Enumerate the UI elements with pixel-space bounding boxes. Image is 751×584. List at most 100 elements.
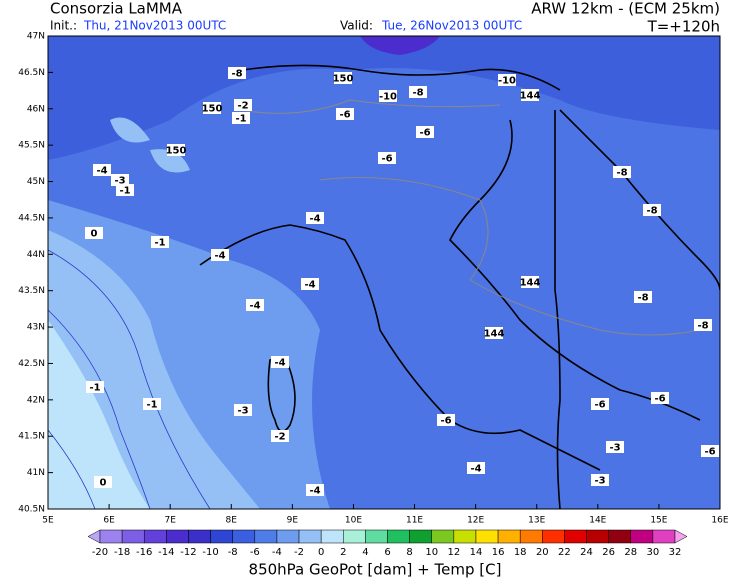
- lat-label: 43.5N: [18, 286, 45, 296]
- lat-label: 44.5N: [18, 213, 45, 223]
- lat-label: 46N: [27, 104, 45, 114]
- lat-label: 45.5N: [18, 141, 45, 151]
- contour-label: 144: [484, 329, 505, 340]
- colorbar-swatch: [387, 529, 410, 544]
- contour-label: -1: [235, 114, 246, 125]
- valid-label: Valid:: [340, 19, 373, 33]
- contour-label: -8: [697, 321, 708, 332]
- lat-label: 40.5N: [18, 505, 45, 515]
- lon-label: 8E: [226, 516, 238, 526]
- contour-label-box: [306, 212, 324, 224]
- contour-label-box: [643, 204, 661, 216]
- colorbar-label: -4: [272, 547, 282, 558]
- contour-label-box: [634, 291, 652, 303]
- lat-label: 43N: [27, 323, 45, 333]
- contour-label: -6: [381, 154, 392, 165]
- contour-label-box: [379, 90, 397, 102]
- lon-label: 14E: [589, 516, 606, 526]
- colorbar-label: -8: [228, 547, 238, 558]
- contour-label-box: [591, 398, 609, 410]
- lon-label: 15E: [650, 516, 667, 526]
- contour-label: -6: [704, 447, 715, 458]
- contour-label: -3: [114, 176, 125, 187]
- colorbar-label: 6: [384, 547, 390, 558]
- contour-label: -1: [89, 383, 100, 394]
- contour-label-box: [701, 445, 719, 457]
- colorbar-label: -12: [180, 547, 196, 558]
- colorbar-label: 16: [492, 547, 505, 558]
- colorbar-swatch: [254, 529, 278, 544]
- contour-label: -8: [616, 168, 627, 179]
- contour-label: 150: [166, 146, 187, 157]
- valid-time: Tue, 26Nov2013 00UTC: [381, 19, 522, 33]
- lat-label: 42N: [27, 395, 45, 405]
- colorbar-swatch: [431, 529, 455, 544]
- colorbar-label: 18: [514, 547, 527, 558]
- lon-label: 10E: [345, 516, 362, 526]
- contour-label-box: [694, 319, 712, 331]
- contour-label-box: [151, 236, 169, 248]
- contours: [48, 249, 211, 509]
- colorbar-label: -6: [250, 547, 260, 558]
- contour-label-box: [271, 430, 289, 442]
- colorbar-label: 30: [647, 547, 660, 558]
- axes: 47N 46.5N 46N 45.5N 45N 44.5N 44N 43.5N 43N 42.5N…: [18, 32, 729, 526]
- title: Consorzia LaMMA: [50, 0, 183, 18]
- contour-label: 150: [202, 104, 223, 115]
- contour-label-box: [143, 398, 161, 410]
- contour-label: -6: [594, 400, 605, 411]
- lon-label: 6E: [103, 516, 115, 526]
- colorbar-label: -18: [114, 547, 130, 558]
- colorbar-label: 28: [624, 547, 637, 558]
- map-frame: [47, 35, 721, 510]
- contour-label: 150: [333, 74, 354, 85]
- contour-label-box: [167, 144, 185, 156]
- contour-label-box: [651, 392, 669, 404]
- colorbar-label: -10: [202, 547, 218, 558]
- contour-label-box: [485, 327, 503, 339]
- colorbar-swatch: [608, 529, 632, 544]
- colorbar-arrow-right: [674, 529, 688, 544]
- contour-label-box: [228, 67, 246, 79]
- contour-label-box: [116, 184, 134, 196]
- contour-label: -6: [440, 416, 451, 427]
- colorbar-swatch: [298, 529, 322, 544]
- colorbar-label: 32: [669, 547, 682, 558]
- colorbar-label: 24: [580, 547, 593, 558]
- colorbar-swatch: [99, 529, 123, 544]
- contour-label-box: [521, 89, 539, 101]
- colorbar-label: -20: [92, 547, 108, 558]
- colorbar-swatch: [409, 529, 432, 544]
- lat-label: 45N: [27, 177, 45, 187]
- colorbar-label: 14: [470, 547, 483, 558]
- lon-label: 7E: [164, 516, 176, 526]
- contour-label-box: [86, 381, 104, 393]
- colorbar: -20 -18 -16 -14 -12 -10 -8 -6 -4 -2 0 2 4 6 8 10 12 14 16 1…: [87, 529, 688, 558]
- contour-label-box: [203, 102, 221, 114]
- colorbar-swatch: [343, 529, 366, 544]
- contour-label: -2: [237, 101, 248, 112]
- colorbar-label: -2: [294, 547, 304, 558]
- colorbar-label: 4: [362, 547, 368, 558]
- contour-label-box: [591, 474, 609, 486]
- contour-label: -4: [304, 280, 315, 291]
- colorbar-label: 0: [318, 547, 324, 558]
- contour-label-box: [334, 72, 352, 84]
- init-time: Thu, 21Nov2013 00UTC: [83, 19, 226, 33]
- contour-label-box: [498, 74, 516, 86]
- contour-label: -10: [379, 92, 397, 103]
- contour-label-box: [246, 299, 264, 311]
- contour-label: -8: [412, 88, 423, 99]
- contour-label: -4: [96, 166, 107, 177]
- colorbar-swatch: [166, 529, 189, 544]
- contour-label: -4: [249, 301, 260, 312]
- contour-label-box: [301, 278, 319, 290]
- contour-label: -1: [119, 186, 130, 197]
- contour-label: -6: [339, 110, 350, 121]
- colorbar-swatch: [188, 529, 211, 544]
- contour-label: -4: [309, 486, 320, 497]
- colorbar-swatch: [143, 529, 167, 544]
- contour-label-box: [85, 227, 103, 239]
- colorbar-label: 20: [536, 547, 549, 558]
